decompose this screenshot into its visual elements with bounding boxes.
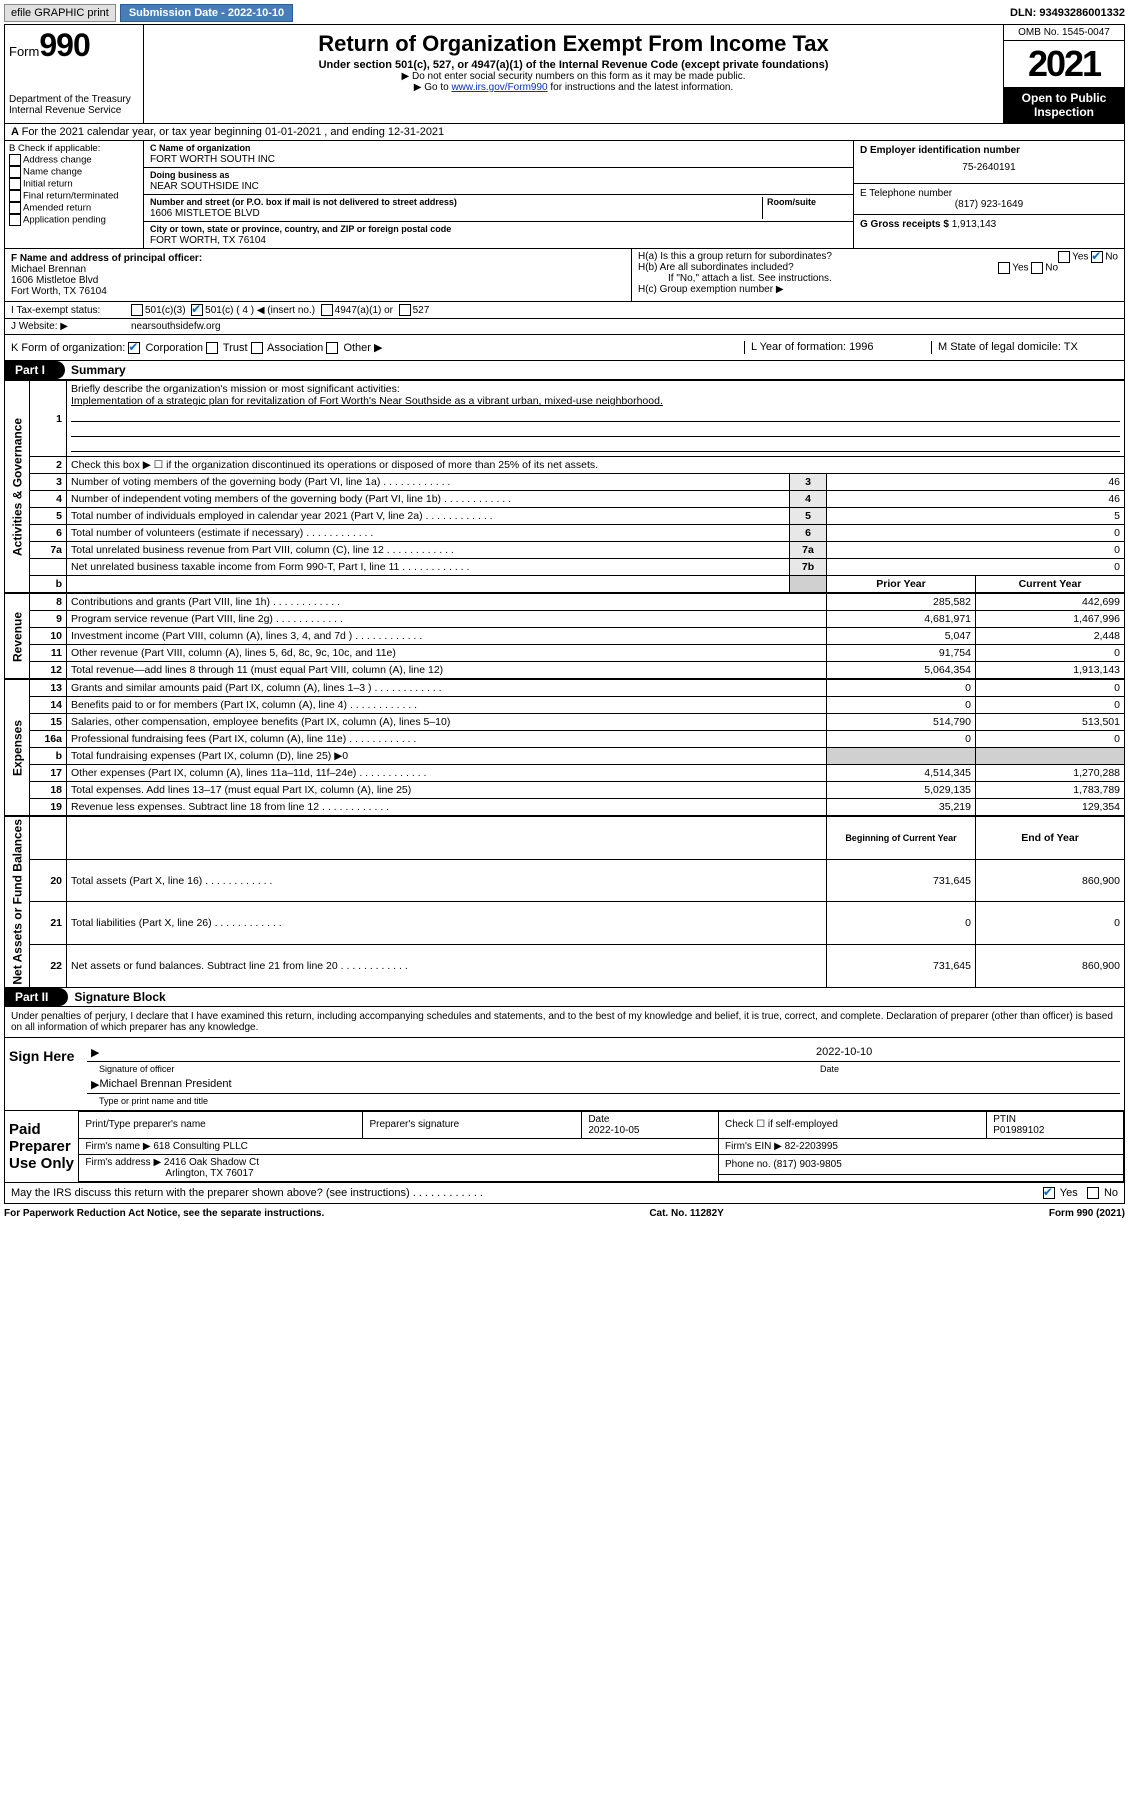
line-j: J Website: ▶ nearsouthsidefw.org [4, 319, 1125, 335]
room-label: Room/suite [767, 197, 816, 207]
ein-label: D Employer identification number [860, 145, 1020, 156]
summary-table: Activities & Governance 1 Briefly descri… [4, 380, 1125, 593]
cb-527[interactable] [399, 304, 411, 316]
ptin: P01989102 [993, 1125, 1044, 1136]
line-a: A For the 2021 calendar year, or tax yea… [4, 124, 1125, 141]
cb-trust[interactable] [206, 342, 218, 354]
firm-name: 618 Consulting PLLC [153, 1141, 248, 1152]
note2-post: for instructions and the latest informat… [548, 82, 734, 93]
officer-name-title: Michael Brennan President [99, 1078, 231, 1091]
cb-pending[interactable] [9, 214, 21, 226]
form-note1: ▶ Do not enter social security numbers o… [148, 71, 999, 82]
pp-date: 2022-10-05 [588, 1125, 639, 1136]
dba-label: Doing business as [150, 170, 230, 180]
gross-label: G Gross receipts $ [860, 219, 949, 230]
firm-ein: 82-2203995 [785, 1141, 838, 1152]
efile-btn[interactable]: efile GRAPHIC print [4, 4, 116, 22]
hc-label: H(c) Group exemption number ▶ [638, 284, 1118, 295]
cb-final[interactable] [9, 190, 21, 202]
phone-label: E Telephone number [860, 188, 952, 199]
ha-label: H(a) Is this a group return for subordin… [638, 251, 832, 262]
line-i: I Tax-exempt status: 501(c)(3) 501(c) ( … [4, 302, 1125, 319]
officer-name: Michael Brennan [11, 264, 86, 275]
cb-amended[interactable] [9, 202, 21, 214]
form-subtitle: Under section 501(c), 527, or 4947(a)(1)… [148, 59, 999, 71]
cb-hb-no[interactable] [1031, 262, 1043, 274]
cb-ha-no[interactable] [1091, 251, 1103, 263]
expenses-table: Expenses 13Grants and similar amounts pa… [4, 679, 1125, 816]
sign-here-block: Sign Here ▶2022-10-10 Signature of offic… [4, 1038, 1125, 1111]
cb-discuss-no[interactable] [1087, 1187, 1099, 1199]
form-title: Return of Organization Exempt From Incom… [148, 31, 999, 57]
mission: Implementation of a strategic plan for r… [71, 395, 663, 407]
entity-block: B Check if applicable: Address change Na… [4, 141, 1125, 249]
revenue-table: Revenue 8Contributions and grants (Part … [4, 593, 1125, 679]
open-inspection: Open to Public Inspection [1004, 87, 1124, 123]
firm-phone: (817) 903-9805 [773, 1159, 841, 1170]
irs-link[interactable]: www.irs.gov/Form990 [451, 82, 547, 93]
cb-hb-yes[interactable] [998, 262, 1010, 274]
officer-block: F Name and address of principal officer:… [4, 249, 1125, 302]
cb-other[interactable] [326, 342, 338, 354]
part2-header: Part IISignature Block [4, 988, 1125, 1007]
org-name: FORT WORTH SOUTH INC [150, 154, 275, 165]
penalty-text: Under penalties of perjury, I declare th… [4, 1007, 1125, 1038]
cb-address[interactable] [9, 154, 21, 166]
tax-year: 2021 [1004, 41, 1124, 87]
firm-addr2: Arlington, TX 76017 [85, 1168, 253, 1179]
hb-note: If "No," attach a list. See instructions… [638, 273, 1118, 284]
cb-assoc[interactable] [251, 342, 263, 354]
phone: (817) 923-1649 [860, 199, 1118, 210]
side-rev: Revenue [5, 594, 30, 679]
omb-number: OMB No. 1545-0047 [1004, 25, 1124, 41]
website: nearsouthsidefw.org [131, 321, 221, 332]
org-name-label: C Name of organization [150, 143, 251, 153]
part1-header: Part ISummary [4, 361, 1125, 380]
cb-name[interactable] [9, 166, 21, 178]
submission-btn[interactable]: Submission Date - 2022-10-10 [120, 4, 293, 22]
topbar: efile GRAPHIC print Submission Date - 20… [4, 4, 1125, 22]
year-formation: 1996 [849, 341, 873, 353]
cb-ha-yes[interactable] [1058, 251, 1070, 263]
form-label: Form [9, 44, 39, 59]
cb-corp[interactable] [128, 342, 140, 354]
side-exp: Expenses [5, 680, 30, 816]
cb-discuss-yes[interactable] [1043, 1187, 1055, 1199]
netassets-table: Net Assets or Fund Balances Beginning of… [4, 816, 1125, 988]
addr-label: Number and street (or P.O. box if mail i… [150, 197, 457, 207]
firm-addr1: 2416 Oak Shadow Ct [164, 1157, 259, 1168]
cb-501c[interactable] [191, 304, 203, 316]
street: 1606 MISTLETOE BLVD [150, 208, 260, 219]
section-b-label: B Check if applicable: [9, 143, 139, 154]
cb-initial[interactable] [9, 178, 21, 190]
officer-addr1: 1606 Mistletoe Blvd [11, 275, 98, 286]
city-label: City or town, state or province, country… [150, 224, 451, 234]
note2-pre: ▶ Go to [414, 82, 452, 93]
form-header: Form990 Department of the Treasury Inter… [4, 24, 1125, 124]
side-na: Net Assets or Fund Balances [5, 817, 30, 988]
hb-label: H(b) Are all subordinates included? [638, 262, 794, 273]
cb-4947[interactable] [321, 304, 333, 316]
side-gov: Activities & Governance [5, 381, 30, 593]
sig-date: 2022-10-10 [816, 1046, 1116, 1059]
page-footer: For Paperwork Reduction Act Notice, see … [4, 1204, 1125, 1223]
cb-501c3[interactable] [131, 304, 143, 316]
ein: 75-2640191 [860, 156, 1118, 179]
paid-preparer-block: Paid Preparer Use Only Print/Type prepar… [4, 1111, 1125, 1183]
section-f-label: F Name and address of principal officer: [11, 253, 202, 264]
city: FORT WORTH, TX 76104 [150, 235, 266, 246]
discuss-row: May the IRS discuss this return with the… [4, 1183, 1125, 1204]
dln: DLN: 93493286001332 [1010, 7, 1125, 19]
dept-label: Department of the Treasury Internal Reve… [9, 94, 139, 116]
gross-receipts: 1,913,143 [952, 219, 997, 230]
officer-addr2: Fort Worth, TX 76104 [11, 286, 107, 297]
dba: NEAR SOUTHSIDE INC [150, 181, 259, 192]
line-klm: K Form of organization: Corporation Trus… [4, 335, 1125, 361]
state-domicile: TX [1064, 341, 1078, 353]
form-number: 990 [39, 27, 89, 63]
